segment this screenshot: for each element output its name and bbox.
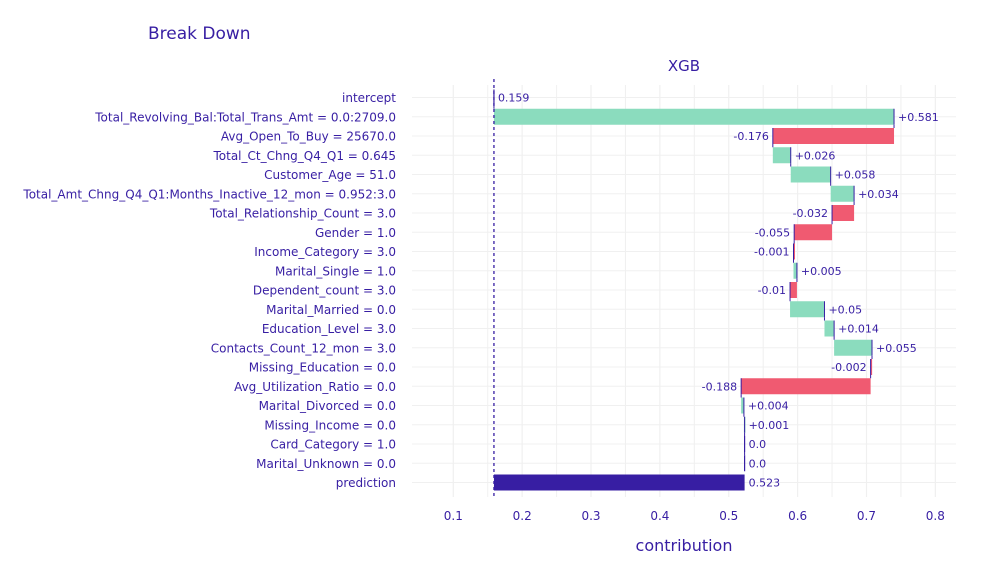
row-label: Contacts_Count_12_mon = 3.0 xyxy=(211,341,396,355)
bar-layer xyxy=(493,89,895,491)
data-label: +0.034 xyxy=(858,188,899,201)
row-label: Total_Ct_Chng_Q4_Q1 = 0.645 xyxy=(212,149,396,163)
row-label: Avg_Utilization_Ratio = 0.0 xyxy=(234,380,396,394)
bar-positive xyxy=(772,147,791,164)
bar-negative xyxy=(870,359,873,375)
data-label: -0.055 xyxy=(755,226,790,239)
bar-positive xyxy=(790,166,831,183)
x-tick-label: 0.5 xyxy=(719,509,738,523)
data-label: -0.001 xyxy=(754,246,789,259)
row-label: Missing_Education = 0.0 xyxy=(249,361,396,375)
data-label: +0.055 xyxy=(876,342,917,355)
data-label: 0.159 xyxy=(498,92,530,105)
x-axis-title: contribution xyxy=(636,536,733,555)
x-tick-label: 0.2 xyxy=(513,509,532,523)
label-layer: intercept 0.159 Total_Revolving_Bal:Total_… xyxy=(22,91,938,490)
data-label: +0.005 xyxy=(801,265,842,278)
bar-negative xyxy=(741,378,871,395)
data-label: +0.014 xyxy=(838,323,879,336)
bar-negative xyxy=(772,128,895,144)
chart-title: Break Down xyxy=(148,24,251,44)
data-label: 0.0 xyxy=(749,438,767,451)
x-tick-label: 0.4 xyxy=(650,509,669,523)
bar-positive xyxy=(493,108,895,125)
row-label: Total_Amt_Chng_Q4_Q1:Months_Inactive_12_… xyxy=(22,187,396,201)
bar-positive xyxy=(834,339,872,356)
bar-positive xyxy=(824,320,835,337)
row-label: Marital_Single = 1.0 xyxy=(275,264,396,278)
row-label: Marital_Divorced = 0.0 xyxy=(259,399,396,413)
data-label: +0.05 xyxy=(828,303,862,316)
row-label: Marital_Married = 0.0 xyxy=(266,303,396,317)
data-label: +0.026 xyxy=(795,149,836,162)
row-label: Dependent_count = 3.0 xyxy=(253,284,396,298)
row-label: Gender = 1.0 xyxy=(315,226,396,240)
bar-positive xyxy=(793,262,797,279)
connector-layer xyxy=(493,105,895,456)
row-label: Total_Relationship_Count = 3.0 xyxy=(209,207,396,221)
data-label: -0.176 xyxy=(733,130,768,143)
x-tick-label: 0.8 xyxy=(926,509,945,523)
data-label: -0.002 xyxy=(831,361,866,374)
row-label: Avg_Open_To_Buy = 25670.0 xyxy=(221,130,396,144)
row-label: Education_Level = 3.0 xyxy=(262,322,396,336)
data-label: 0.0 xyxy=(749,457,767,470)
bar-positive xyxy=(741,397,744,414)
row-label: intercept xyxy=(342,91,396,105)
bar-negative xyxy=(793,243,795,260)
x-tick-label: 0.3 xyxy=(581,509,600,523)
row-label: Income_Category = 3.0 xyxy=(254,245,396,259)
data-label: +0.581 xyxy=(898,111,939,124)
bar-negative xyxy=(790,282,797,298)
x-axis-ticks: 0.1 0.2 0.3 0.4 0.5 0.6 0.7 0.8 xyxy=(444,509,945,523)
row-label: Customer_Age = 51.0 xyxy=(264,168,396,182)
row-label: Missing_Income = 0.0 xyxy=(264,418,396,432)
bar-positive xyxy=(830,185,855,202)
data-label: -0.032 xyxy=(793,207,828,220)
x-tick-label: 0.6 xyxy=(788,509,807,523)
x-tick-label: 0.7 xyxy=(857,509,876,523)
bar-prediction xyxy=(493,474,745,491)
row-label: Marital_Unknown = 0.0 xyxy=(256,457,396,471)
panel-subtitle: XGB xyxy=(668,57,700,75)
data-label: +0.004 xyxy=(748,400,789,413)
data-label: 0.523 xyxy=(749,477,781,490)
row-label: prediction xyxy=(336,476,396,490)
x-tick-label: 0.1 xyxy=(444,509,463,523)
data-label: -0.01 xyxy=(758,284,786,297)
bar-positive xyxy=(790,301,825,318)
row-label: Card_Category = 1.0 xyxy=(270,438,396,452)
data-label: +0.001 xyxy=(749,419,790,432)
row-label: Total_Revolving_Bal:Total_Trans_Amt = 0.… xyxy=(94,110,396,124)
bar-negative xyxy=(832,205,855,221)
data-label: +0.058 xyxy=(835,169,876,182)
bar-negative xyxy=(794,224,833,241)
data-label: -0.188 xyxy=(702,380,737,393)
